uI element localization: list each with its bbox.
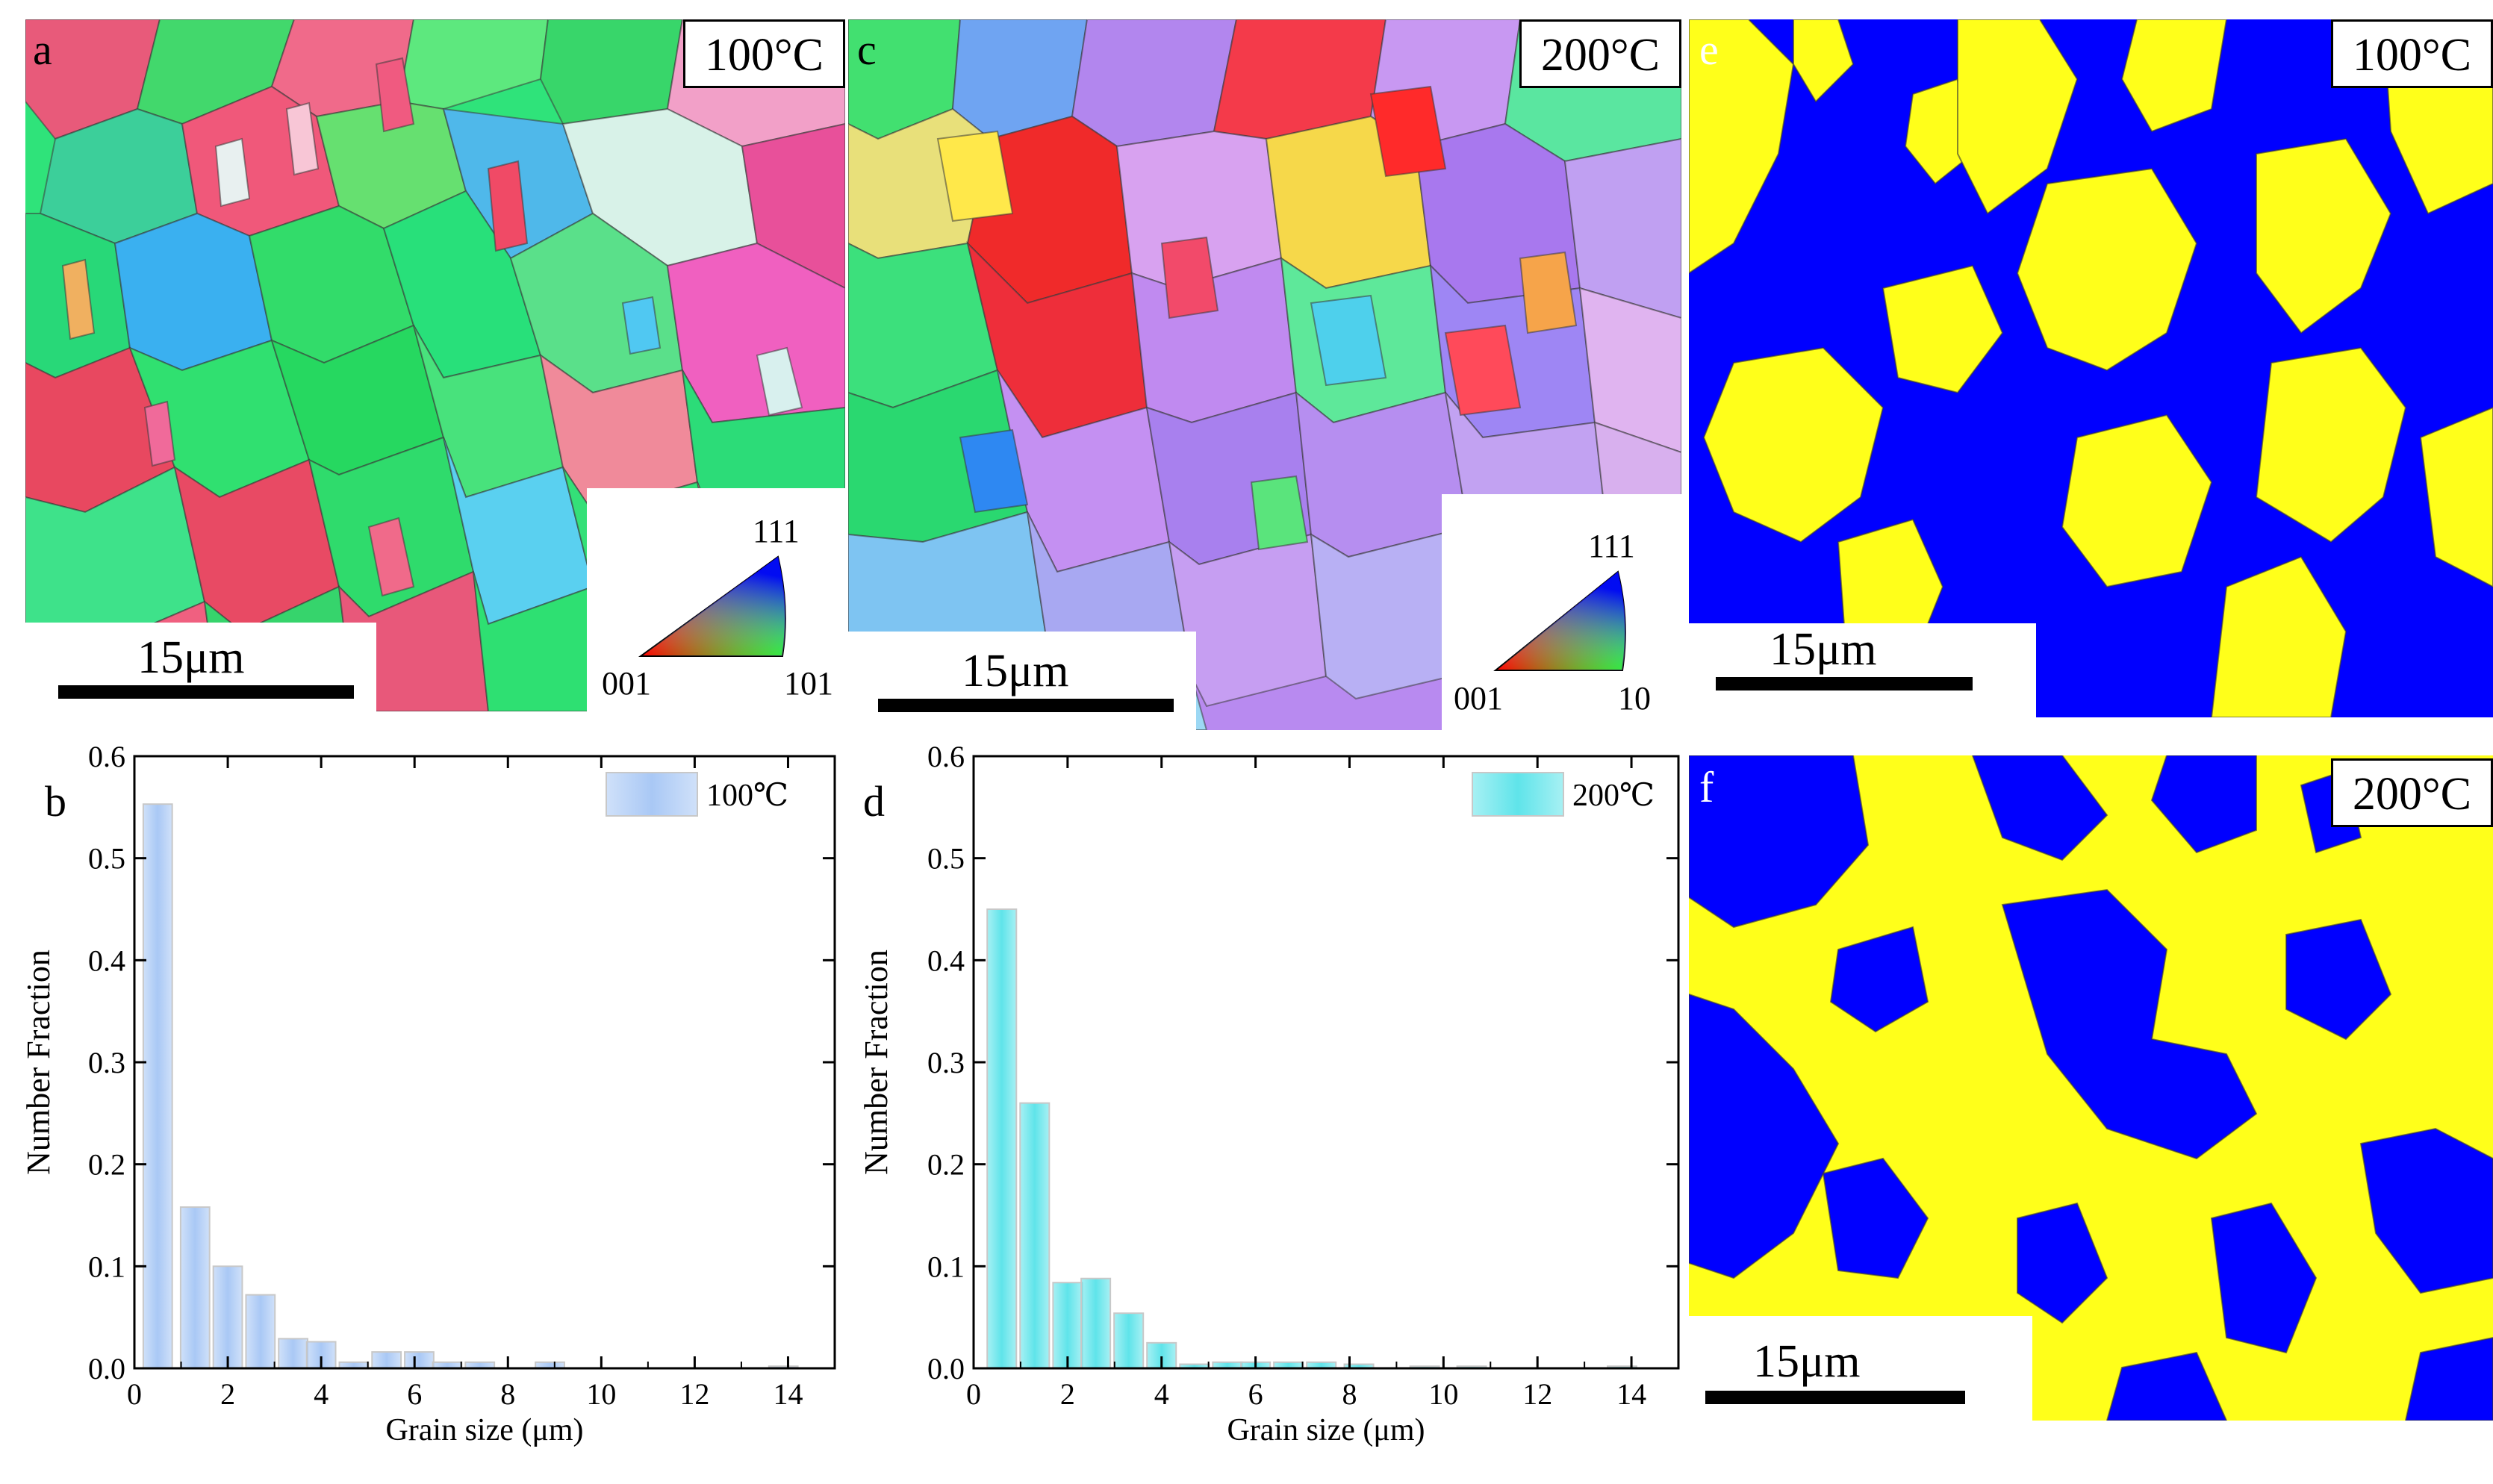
x-tick-label: 10 (1428, 1377, 1458, 1411)
grain-size-histogram-200c: d 0.0 0.1 0.2 0.3 0.4 0.5 0.6 0 2 4 6 8 10 12 14 Grain s… (848, 735, 1689, 1480)
histogram-bar (1080, 1277, 1112, 1370)
ipf-color-key-a: 111 001 101 (587, 488, 845, 711)
key-label-right-c: 10 (1618, 680, 1651, 717)
panel-letter-b: b (45, 777, 66, 826)
y-tick-label: 0.4 (88, 944, 125, 977)
scale-bar-a: 15μm (25, 623, 376, 711)
histogram-bar (278, 1338, 308, 1369)
scale-label-c: 15μm (962, 646, 1069, 696)
chart-d-svg: d 0.0 0.1 0.2 0.3 0.4 0.5 0.6 0 2 4 6 8 10 12 14 Grain s… (858, 740, 1680, 1447)
x-tick-label: 14 (1616, 1377, 1646, 1411)
temperature-label-c: 200°C (1519, 19, 1681, 88)
y-tick-label: 0.3 (88, 1046, 125, 1079)
panel-letter-f: f (1699, 763, 1714, 811)
phase-map-100c-image (1689, 19, 2493, 717)
x-tick-label: 12 (1522, 1377, 1552, 1411)
key-label-left-a: 001 (602, 665, 651, 702)
legend-label: 200℃ (1572, 779, 1655, 813)
scale-bar-line-a (58, 685, 354, 699)
y-tick-label: 0.3 (927, 1046, 965, 1079)
histogram-bar (404, 1351, 435, 1370)
chart-b-svg: b 0.0 0.1 0.2 0.3 0.4 0.5 0.6 0 2 4 6 8 10 12 14 Grain s… (20, 740, 836, 1447)
histogram-bar (245, 1294, 276, 1369)
histogram-bar (371, 1351, 402, 1370)
x-axis-label: Grain size (μm) (385, 1413, 583, 1447)
y-tick-label: 0.6 (927, 740, 965, 773)
scale-bar-c: 15μm (848, 632, 1196, 730)
panel-letter-d: d (863, 777, 885, 826)
plot-frame (972, 755, 1680, 1370)
x-tick-label: 8 (1342, 1377, 1357, 1411)
x-tick-label: 6 (1248, 1377, 1263, 1411)
x-axis-label: Grain size (μm) (1227, 1413, 1425, 1447)
legend-label: 100℃ (706, 779, 788, 813)
y-tick-label: 0.5 (88, 842, 125, 876)
y-axis-label: Number Fraction (858, 950, 894, 1175)
scale-bar-line-e (1716, 677, 1973, 690)
x-tick-label: 2 (1060, 1377, 1075, 1411)
scale-bar-line-f (1705, 1391, 1965, 1404)
y-tick-label: 0.2 (927, 1148, 965, 1182)
ipf-map-100c: a 100°C 15μm 111 001 101 (25, 19, 845, 711)
scale-label-a: 15μm (137, 632, 245, 683)
key-label-right-a: 101 (784, 665, 833, 702)
x-tick-label: 0 (966, 1377, 981, 1411)
ipf-triangle-a (638, 555, 786, 657)
y-axis-label: Number Fraction (20, 950, 57, 1175)
histogram-bar (986, 908, 1018, 1369)
temperature-label-a: 100°C (682, 19, 845, 88)
y-tick-label: 0.1 (927, 1250, 965, 1283)
scale-bar-line-c (878, 699, 1174, 712)
temperature-label-f: 200°C (2330, 758, 2493, 827)
temperature-label-e: 100°C (2330, 19, 2493, 88)
x-tick-label: 8 (500, 1377, 515, 1411)
histogram-bar (142, 803, 173, 1369)
scale-label-e: 15μm (1770, 624, 1877, 675)
histogram-bar (1146, 1341, 1177, 1369)
phase-map-200c-image (1689, 755, 2493, 1421)
x-tick-label: 14 (773, 1377, 803, 1411)
phase-map-200c: f 200°C 15μm (1689, 755, 2493, 1421)
histogram-bar (1052, 1282, 1083, 1370)
key-label-top-a: 111 (753, 513, 800, 549)
x-tick-label: 0 (127, 1377, 142, 1411)
legend-swatch (1472, 772, 1564, 817)
key-label-top-c: 111 (1588, 528, 1635, 564)
y-tick-label: 0.4 (927, 944, 965, 977)
scale-label-f: 15μm (1753, 1336, 1861, 1387)
y-tick-label: 0.0 (927, 1352, 965, 1385)
y-tick-label: 0.6 (88, 740, 125, 773)
grain-size-histogram-100c: b 0.0 0.1 0.2 0.3 0.4 0.5 0.6 0 2 4 6 8 10 12 14 Grain s… (0, 735, 848, 1480)
phase-map-100c: e 100°C 15μm (1689, 19, 2493, 717)
legend-swatch (606, 772, 698, 817)
x-tick-label: 2 (220, 1377, 235, 1411)
panel-letter-e: e (1699, 25, 1719, 74)
y-tick-label: 0.0 (88, 1352, 125, 1385)
x-tick-label: 12 (679, 1377, 709, 1411)
x-tick-label: 10 (586, 1377, 616, 1411)
x-tick-label: 4 (1154, 1377, 1169, 1411)
ipf-map-200c-image (848, 19, 1681, 730)
y-tick-label: 0.1 (88, 1250, 125, 1283)
histogram-bar (179, 1206, 211, 1369)
panel-letter-c: c (857, 25, 877, 74)
scale-bar-f: 15μm (1689, 1316, 2032, 1421)
ipf-color-key-c: 111 001 10 (1442, 494, 1681, 730)
x-tick-label: 6 (407, 1377, 422, 1411)
histogram-bar (1113, 1312, 1145, 1370)
y-tick-label: 0.5 (927, 842, 965, 876)
key-label-left-c: 001 (1454, 680, 1503, 717)
scale-bar-e: 15μm (1689, 623, 2036, 717)
ipf-triangle-c (1493, 570, 1626, 671)
ipf-map-200c: c 200°C 15μm 111 001 10 (848, 19, 1681, 730)
histogram-bar (1019, 1102, 1051, 1369)
x-tick-label: 4 (314, 1377, 329, 1411)
histogram-bar (212, 1265, 243, 1369)
panel-letter-a: a (33, 25, 52, 74)
y-tick-label: 0.2 (88, 1148, 125, 1182)
